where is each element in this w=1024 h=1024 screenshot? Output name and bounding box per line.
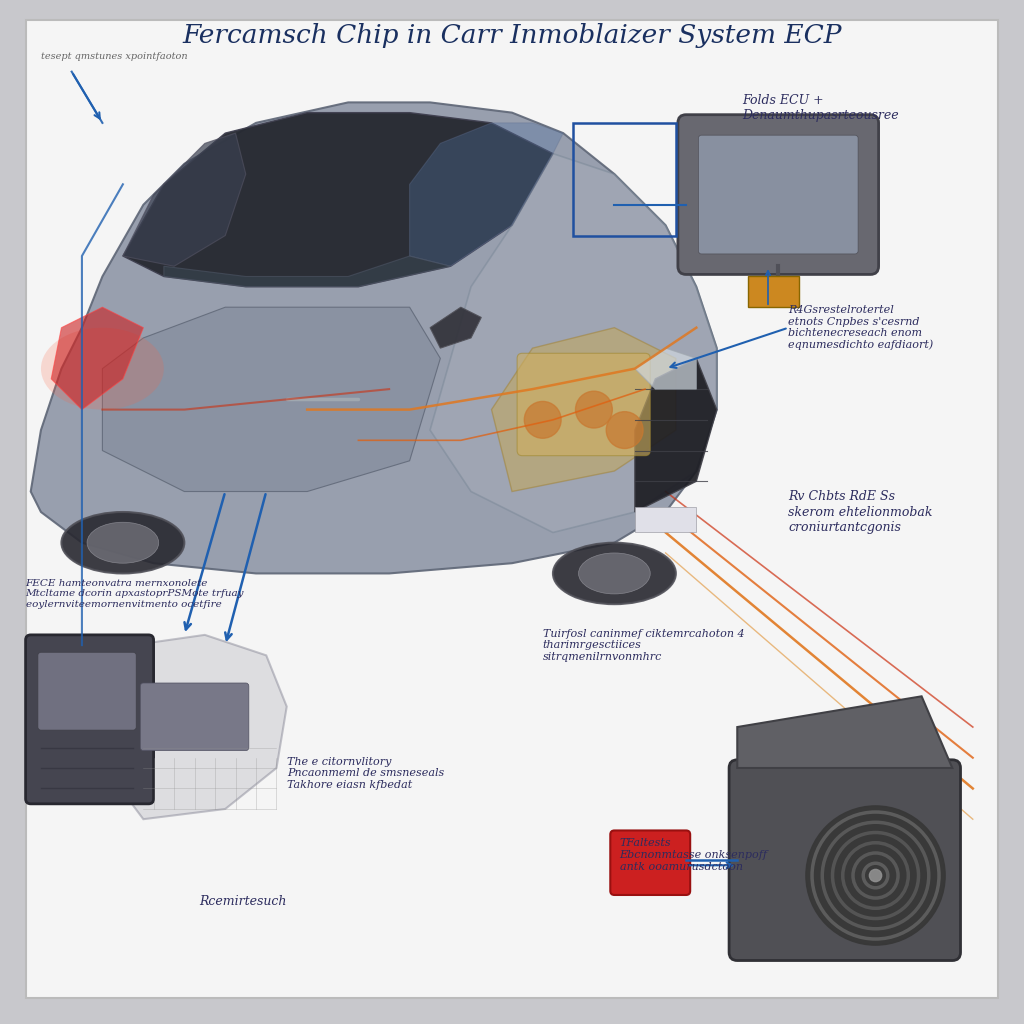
FancyBboxPatch shape [635, 507, 696, 532]
FancyBboxPatch shape [678, 115, 879, 274]
Circle shape [806, 806, 945, 945]
Ellipse shape [61, 512, 184, 573]
Text: FECE hamteonvatra mernxonolete
Mtcltame dcorin apxastoprPSMote trfuay
eoylernvit: FECE hamteonvatra mernxonolete Mtcltame … [26, 579, 244, 609]
FancyBboxPatch shape [517, 353, 650, 456]
Polygon shape [492, 328, 676, 492]
Polygon shape [635, 358, 717, 512]
FancyBboxPatch shape [610, 830, 690, 895]
Text: R4Gsrestelrotertel
etnots Cnpbes s'cesrnd
bichtenecreseach enom
eqnumesdichto ea: R4Gsrestelrotertel etnots Cnpbes s'cesrn… [788, 305, 934, 350]
Ellipse shape [87, 522, 159, 563]
Bar [573, 123, 676, 236]
Polygon shape [164, 256, 451, 287]
Polygon shape [635, 348, 696, 389]
FancyBboxPatch shape [698, 135, 858, 254]
Polygon shape [737, 696, 952, 768]
Polygon shape [102, 635, 287, 819]
Circle shape [575, 391, 612, 428]
Polygon shape [123, 133, 246, 266]
Text: tesept qmstunes xpointfaoton: tesept qmstunes xpointfaoton [41, 52, 187, 60]
FancyBboxPatch shape [26, 635, 154, 804]
FancyBboxPatch shape [729, 760, 961, 961]
Polygon shape [51, 307, 143, 410]
Text: Rcemirtesuch: Rcemirtesuch [200, 895, 287, 907]
Circle shape [869, 869, 882, 882]
Polygon shape [123, 113, 553, 287]
Polygon shape [410, 123, 563, 266]
Polygon shape [430, 307, 481, 348]
Text: Tuirfosl caninmef ciktemrcahoton 4
tharimrgesctiices
sitrqmenilrnvonmhrc: Tuirfosl caninmef ciktemrcahoton 4 thari… [543, 629, 744, 662]
Ellipse shape [553, 543, 676, 604]
Text: TFaltests
Ebcnonmtasse onksenpoff
antk ooamurusdctoon: TFaltests Ebcnonmtasse onksenpoff antk o… [620, 839, 768, 871]
FancyBboxPatch shape [140, 683, 249, 751]
Text: Rv Chbts RdE Ss
skerom ehtelionmobak
croniurtantcgonis: Rv Chbts RdE Ss skerom ehtelionmobak cro… [788, 490, 933, 534]
Polygon shape [102, 307, 440, 492]
Polygon shape [430, 154, 717, 532]
Ellipse shape [41, 328, 164, 410]
Polygon shape [31, 102, 717, 573]
Circle shape [606, 412, 643, 449]
Polygon shape [748, 276, 799, 307]
Circle shape [524, 401, 561, 438]
Text: The e citornvlitory
Pncaonmeml de smsneseals
Takhore eiasn kfbedat: The e citornvlitory Pncaonmeml de smsnes… [287, 757, 444, 790]
Text: Fercamsch Chip in Carr Inmoblaizer System ECP: Fercamsch Chip in Carr Inmoblaizer Syste… [182, 24, 842, 48]
FancyBboxPatch shape [38, 652, 136, 730]
Ellipse shape [579, 553, 650, 594]
Text: Folds ECU +
Denaumthupasrteousree: Folds ECU + Denaumthupasrteousree [742, 93, 899, 122]
FancyBboxPatch shape [26, 20, 998, 998]
